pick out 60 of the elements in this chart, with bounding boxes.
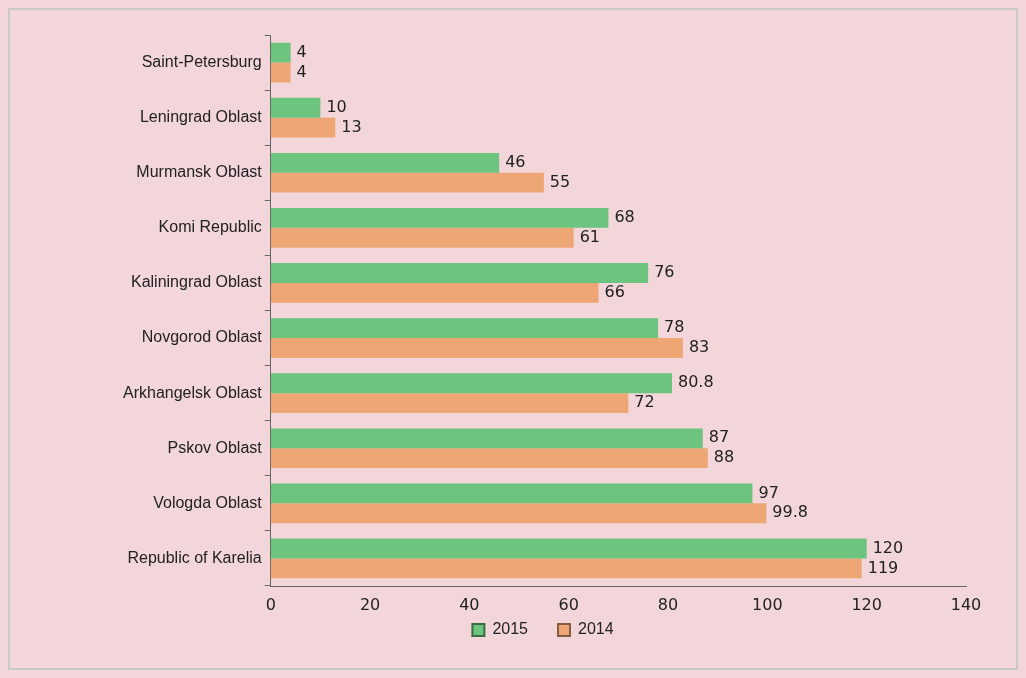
y-tick-label: Murmansk Oblast <box>136 163 263 181</box>
bar <box>270 117 336 138</box>
data-label: 4 <box>296 41 307 61</box>
data-label: 78 <box>664 317 685 337</box>
bar <box>270 42 291 63</box>
bar <box>270 558 862 579</box>
bar <box>270 538 867 559</box>
bar <box>270 152 500 173</box>
x-tick-label: 60 <box>558 595 579 614</box>
bar <box>270 373 672 394</box>
data-label: 87 <box>708 427 730 447</box>
data-label: 99.8 <box>772 502 808 522</box>
bar <box>270 428 703 449</box>
bar <box>270 282 599 303</box>
legend-label: 2014 <box>578 620 614 638</box>
data-label: 66 <box>604 282 625 302</box>
x-tick-label: 120 <box>851 595 882 614</box>
x-tick-label: 80 <box>657 595 679 614</box>
y-tick-label: Republic of Karelia <box>127 548 262 566</box>
bar <box>270 227 574 248</box>
y-tick-label: Komi Republic <box>158 218 262 236</box>
data-label: 61 <box>579 226 601 246</box>
data-label: 10 <box>326 96 347 116</box>
bar <box>270 208 609 228</box>
x-tick-label: 100 <box>752 595 783 614</box>
bar <box>270 97 321 118</box>
data-label: 4 <box>296 61 307 81</box>
data-label: 13 <box>341 116 362 136</box>
bar <box>270 483 753 504</box>
bar <box>270 338 683 358</box>
data-label: 76 <box>654 262 675 282</box>
bar <box>270 503 767 524</box>
x-tick-label: 20 <box>359 595 381 614</box>
bar <box>270 62 291 83</box>
data-label: 97 <box>758 482 779 502</box>
y-tick-label: Arkhangelsk Oblast <box>123 383 263 401</box>
bar <box>270 172 544 193</box>
y-tick-label: Saint-Petersburg <box>141 52 262 70</box>
data-label: 72 <box>634 392 655 412</box>
x-tick-label: 140 <box>950 595 982 614</box>
data-label: 46 <box>505 151 526 171</box>
data-label: 68 <box>614 207 635 227</box>
data-label: 80.8 <box>678 372 714 392</box>
bar <box>270 263 649 283</box>
y-tick-label: Novgorod Oblast <box>141 328 263 346</box>
bar <box>270 393 629 413</box>
legend-label: 2015 <box>492 620 529 638</box>
y-tick-label: Leningrad Oblast <box>139 108 263 126</box>
data-label: 88 <box>713 447 735 467</box>
y-tick-label: Kaliningrad Oblast <box>130 273 263 291</box>
x-tick-label: 40 <box>459 595 480 614</box>
y-tick-label: Vologda Oblast <box>153 493 263 511</box>
data-label: 120 <box>872 537 904 557</box>
y-tick-label: Pskov Oblast <box>167 438 263 456</box>
x-tick-label: 0 <box>265 595 276 614</box>
bar <box>270 318 659 339</box>
data-label: 55 <box>549 171 571 191</box>
bar <box>270 448 708 469</box>
data-label: 119 <box>867 557 899 577</box>
data-label: 83 <box>688 337 710 357</box>
